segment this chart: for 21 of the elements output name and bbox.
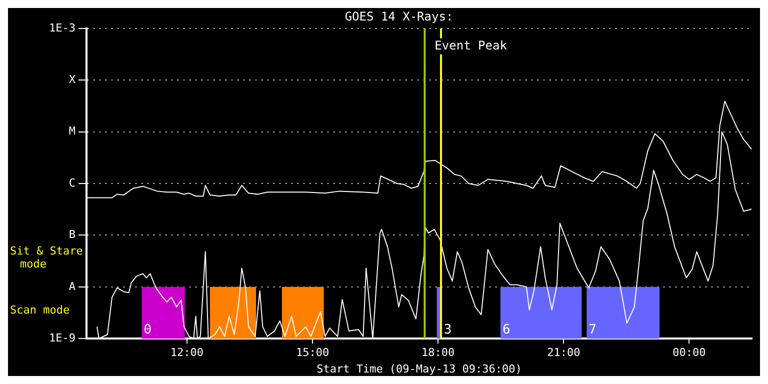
y-tick-label: A <box>68 280 76 293</box>
x-tick-label: 18:00 <box>422 346 455 360</box>
band-label: 6 <box>502 322 510 338</box>
text: Scan mode <box>10 304 70 317</box>
x-axis-title: Start Time (09-May-13 09:36:00) <box>316 362 522 376</box>
band-label: 3 <box>444 322 452 338</box>
band-label: 7 <box>588 322 596 338</box>
x-tick-label: 00:00 <box>672 346 706 360</box>
band-label: 0 <box>144 322 152 338</box>
text: Sit & Stare mode <box>10 244 83 270</box>
x-tick-label: 12:00 <box>170 346 204 360</box>
ref-line-label: Event Peak <box>434 38 508 53</box>
y-tick-label: 1E-9 <box>48 331 76 344</box>
x-tick-label: 21:00 <box>547 346 580 360</box>
y-tick-label: X <box>68 72 76 86</box>
y-tick-label: C <box>68 176 76 190</box>
chart-title: GOES 14 X-Rays: <box>344 9 454 24</box>
y-tick-label: 1E-3 <box>48 21 76 34</box>
x-tick-label: 15:00 <box>296 346 330 360</box>
y-tick-label: B <box>68 228 76 242</box>
y-tick-label: M <box>68 124 76 138</box>
